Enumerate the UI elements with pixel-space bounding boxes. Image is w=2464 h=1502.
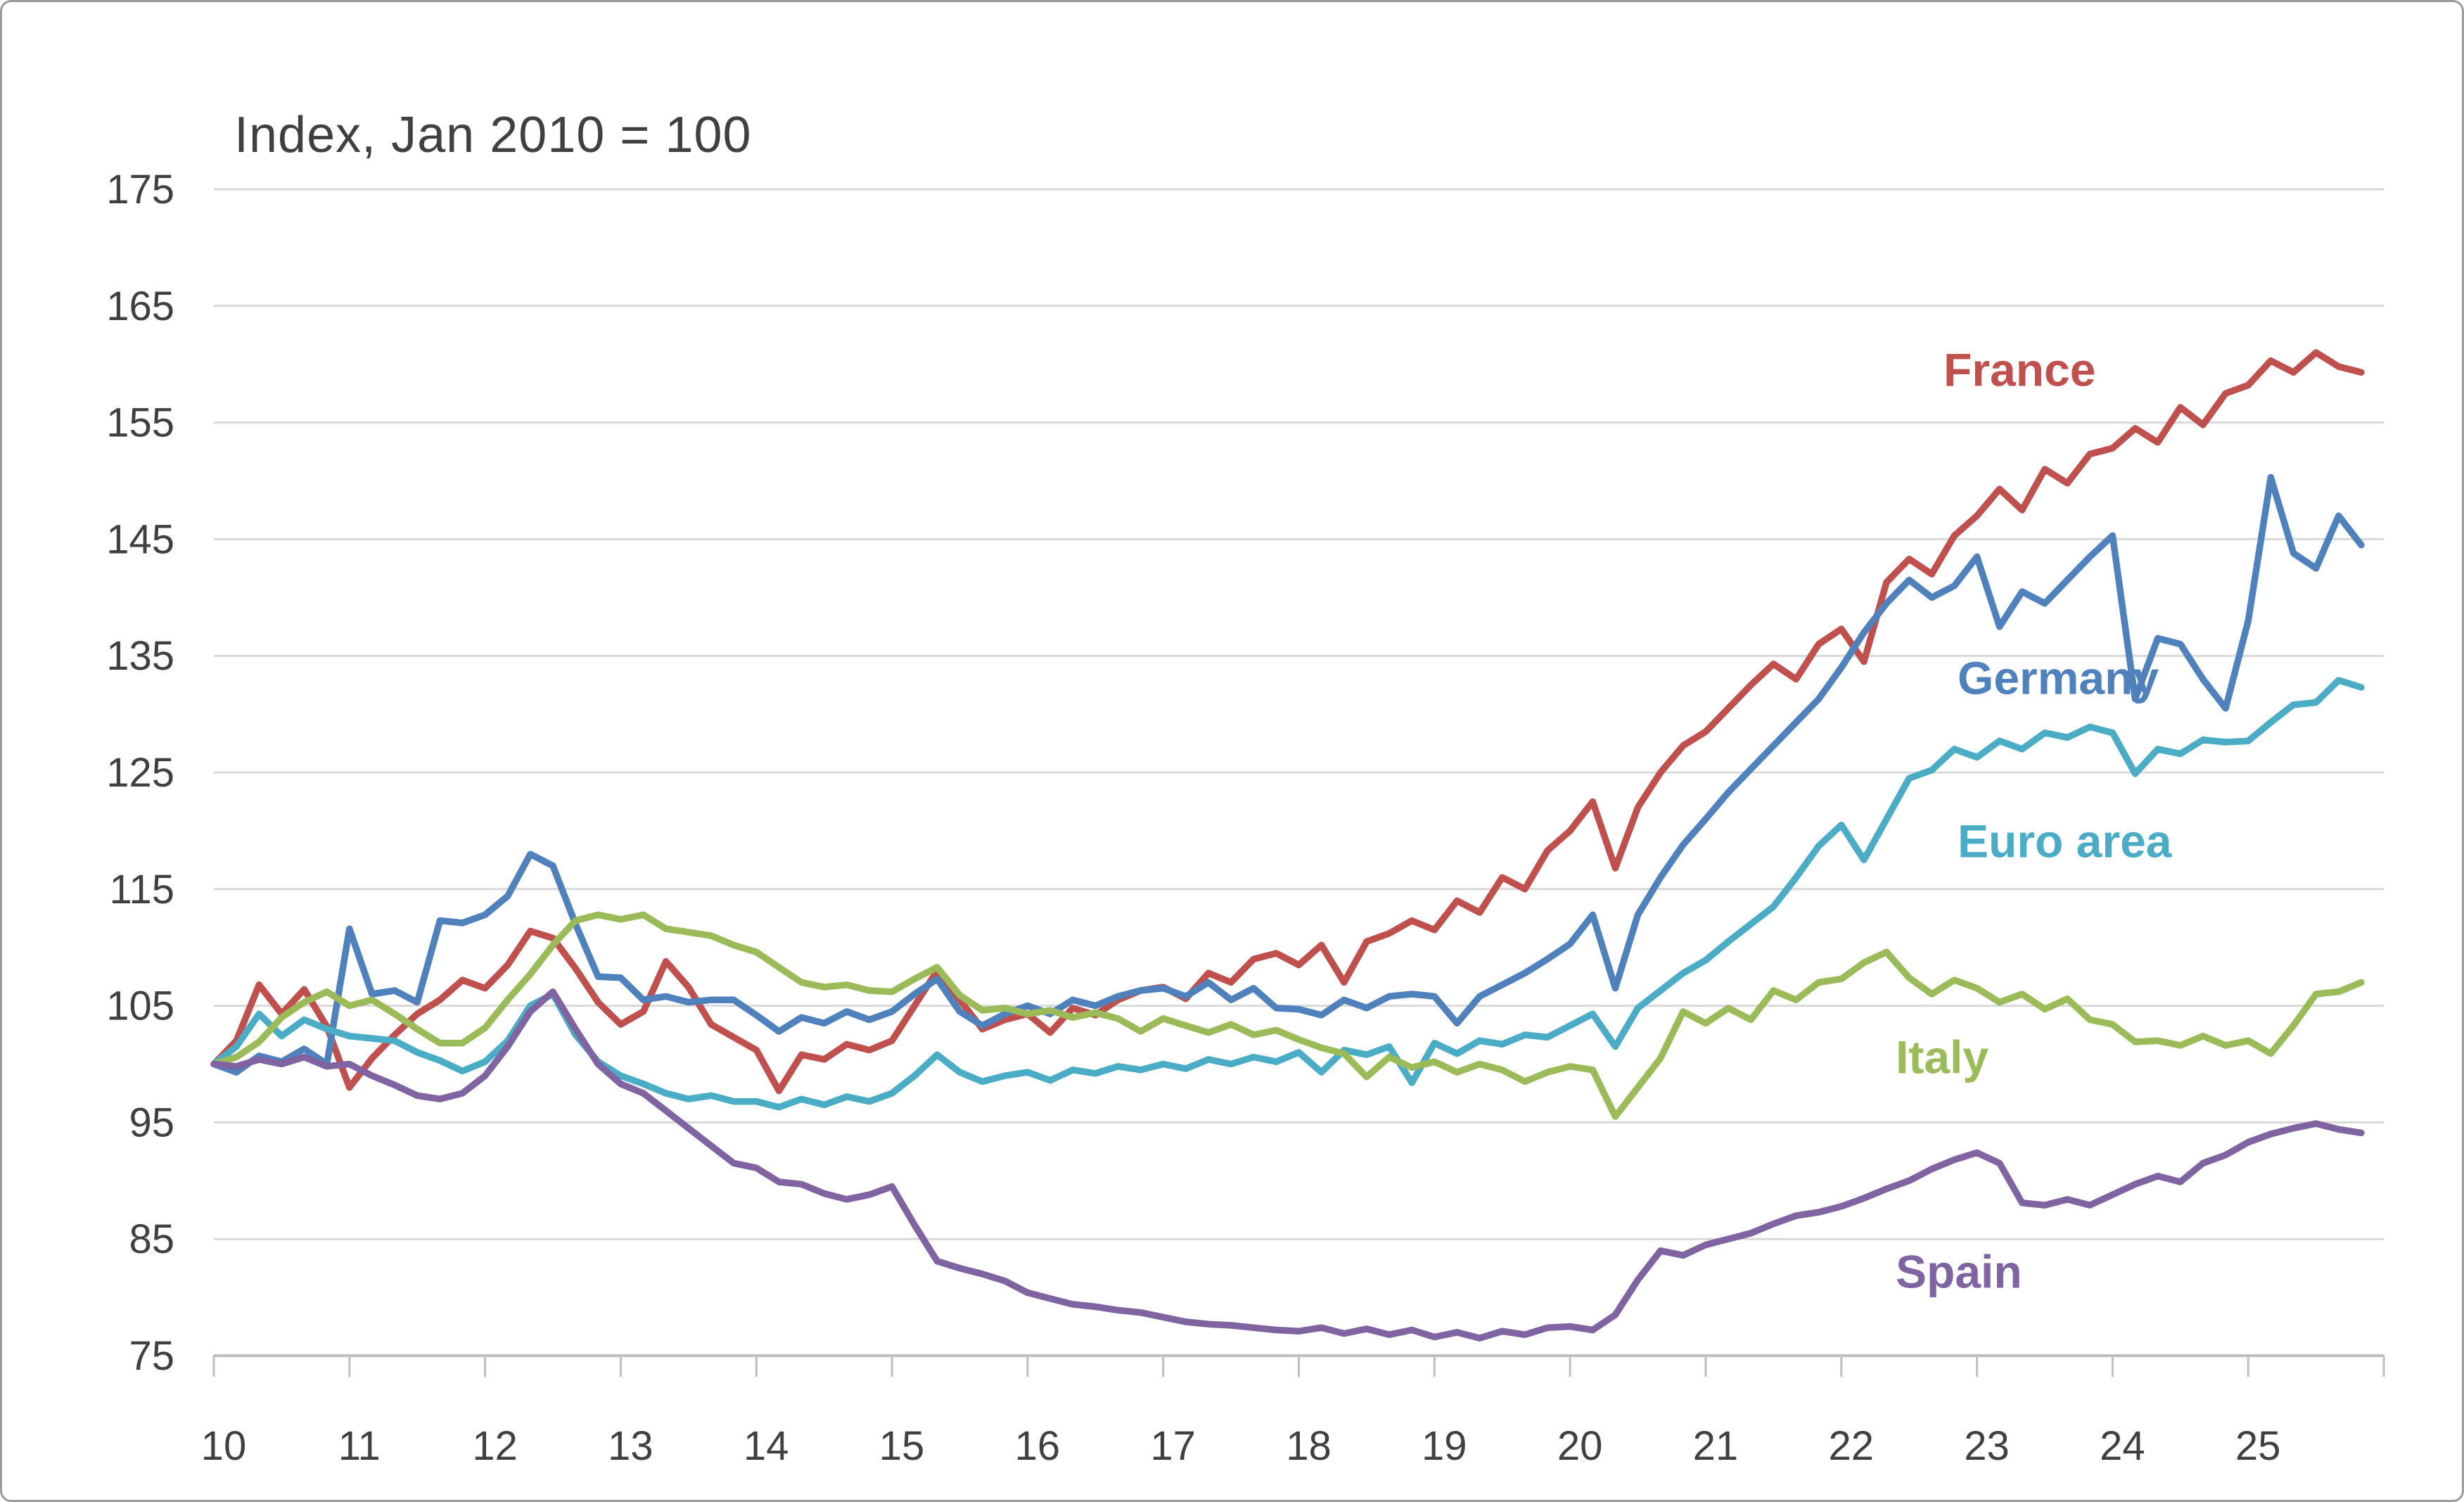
x-tick-label: 15: [879, 1423, 925, 1469]
y-tick-label: 175: [106, 167, 174, 212]
y-tick-label: 105: [106, 984, 174, 1029]
x-tick-label: 22: [1828, 1423, 1874, 1469]
y-tick-label: 125: [106, 750, 174, 796]
series-line-germany: [210, 473, 2365, 1076]
y-tick-label: 135: [106, 633, 174, 679]
series-label-italy: Italy: [1896, 1031, 1989, 1083]
series-label-germany: Germany: [1958, 651, 2159, 704]
x-tick-label: 20: [1557, 1423, 1603, 1469]
y-tick-label: 165: [106, 284, 174, 329]
x-tick-label: 25: [2235, 1423, 2281, 1469]
y-tick-label: 115: [110, 867, 174, 912]
y-tick-label: 155: [106, 400, 174, 446]
series-line-spain: [210, 988, 2365, 1342]
series-line-france: [210, 349, 2365, 1095]
series-label-spain: Spain: [1896, 1245, 2022, 1297]
series-label-euro-area: Euro area: [1958, 815, 2173, 867]
y-tick-label: 95: [129, 1100, 174, 1145]
x-tick-label: 11: [338, 1423, 381, 1469]
x-tick-label: 10: [201, 1423, 247, 1469]
chart-title: Index, Jan 2010 = 100: [234, 107, 752, 163]
x-tick-label: 21: [1693, 1423, 1739, 1469]
x-tick-label: 19: [1422, 1423, 1467, 1469]
x-tick-label: 23: [1964, 1423, 2010, 1469]
series-line-euro-area: [210, 677, 2365, 1111]
y-tick-label: 145: [106, 516, 174, 562]
x-tick-label: 17: [1150, 1423, 1196, 1469]
series-label-france: France: [1943, 343, 2095, 395]
x-tick-label: 12: [472, 1423, 518, 1469]
x-tick-label: 16: [1015, 1423, 1061, 1469]
x-tick-label: 18: [1286, 1423, 1332, 1469]
y-tick-label: 85: [129, 1216, 174, 1262]
y-tick-label: 75: [129, 1333, 174, 1379]
x-tick-label: 13: [608, 1423, 653, 1469]
x-tick-label: 24: [2100, 1423, 2145, 1469]
series-line-italy: [210, 911, 2365, 1120]
x-tick-label: 14: [743, 1423, 789, 1469]
